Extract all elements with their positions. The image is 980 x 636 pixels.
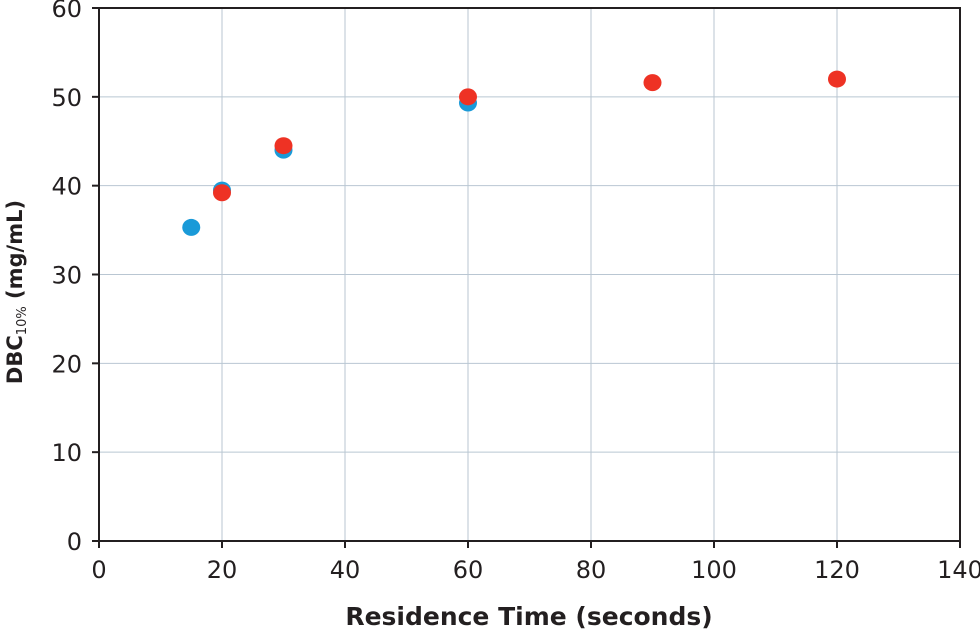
x-tick-label: 80	[576, 556, 607, 584]
x-tick-label: 100	[691, 556, 737, 584]
y-axis-title-units: (mg/mL)	[3, 200, 27, 306]
y-tick-label: 50	[51, 84, 82, 112]
series-1-point	[182, 218, 201, 236]
y-axis-title-subscript: 10%	[15, 306, 30, 335]
x-tick-label: 0	[91, 556, 106, 584]
series-2-point	[274, 137, 293, 155]
x-axis-title: Residence Time (seconds)	[345, 602, 712, 631]
x-tick-label: 120	[814, 556, 860, 584]
series-2-point	[213, 184, 231, 202]
axis-ticks	[92, 7, 961, 548]
x-tick-labels: 0 20 40 60 80 100 120 140	[91, 556, 980, 584]
y-tick-label: 30	[51, 262, 82, 290]
series-2-point	[459, 88, 477, 106]
grid	[99, 8, 960, 541]
x-tick-label: 60	[453, 556, 484, 584]
y-axis-title-main: DBC	[3, 335, 27, 384]
y-tick-labels: 0 10 20 30 40 50 60	[51, 0, 82, 556]
y-tick-label: 20	[51, 350, 82, 378]
y-tick-label: 0	[67, 528, 82, 556]
y-tick-label: 60	[51, 0, 82, 23]
y-tick-label: 40	[51, 173, 82, 201]
x-tick-label: 20	[207, 556, 238, 584]
data-points	[182, 70, 846, 236]
x-tick-label: 140	[937, 556, 980, 584]
y-axis-title: DBC10% (mg/mL)	[3, 200, 30, 384]
plot-frame	[98, 7, 961, 542]
y-tick-label: 10	[51, 439, 82, 467]
series-2-point	[643, 74, 662, 92]
series-2-point	[828, 70, 846, 88]
x-tick-label: 40	[330, 556, 361, 584]
